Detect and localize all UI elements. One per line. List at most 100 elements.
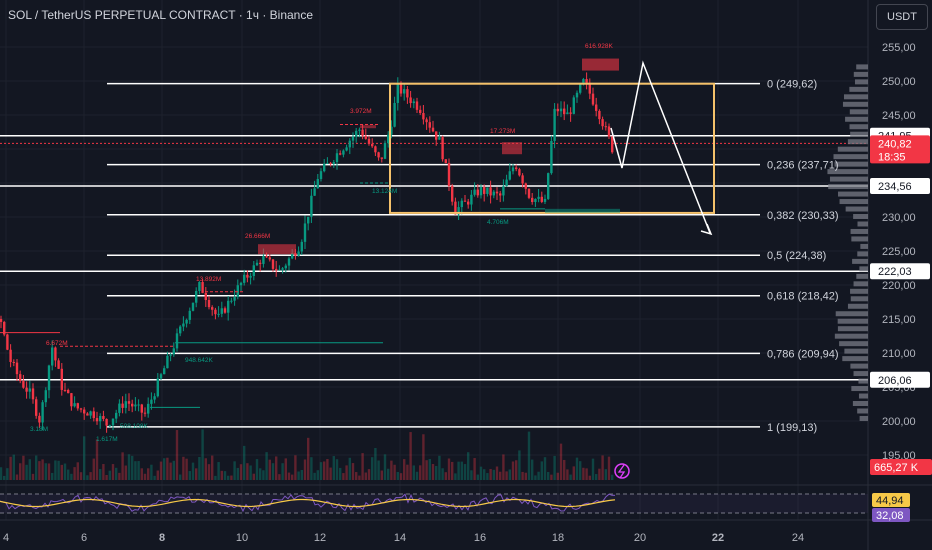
volume-bar: [479, 466, 483, 480]
volume-bar: [41, 459, 44, 480]
volume-bar: [495, 466, 499, 480]
volume-profile-bar: [854, 79, 868, 85]
volume-bar: [307, 437, 310, 480]
candle-body: [563, 108, 566, 115]
volume-profile-bar: [850, 228, 868, 234]
volume-bar: [0, 467, 3, 480]
candle-body: [524, 183, 527, 189]
candle-body: [246, 274, 249, 278]
volume-bar: [377, 460, 380, 480]
volume-bar: [31, 473, 35, 480]
candle-body: [505, 179, 508, 187]
volume-bar: [524, 472, 527, 480]
volume-bar: [425, 460, 428, 480]
volume-bar: [371, 457, 374, 480]
volume-bar: [540, 461, 543, 480]
volume-bar: [505, 471, 508, 480]
volume-bar: [323, 461, 326, 480]
candle-body: [585, 79, 588, 83]
volume-bar: [486, 473, 489, 480]
fib-level-label: 0 (249,62): [767, 79, 817, 91]
volume-label-text: 665,27 K: [874, 462, 919, 474]
volume-bar: [249, 465, 252, 480]
volume-bar: [591, 458, 595, 480]
volume-bar: [310, 457, 313, 480]
volume-profile-bar: [843, 94, 868, 100]
volume-bar: [444, 472, 447, 480]
volume-profile-bar: [856, 273, 868, 279]
volume-bar: [159, 461, 163, 480]
candle-body: [502, 186, 505, 196]
volume-bar: [342, 473, 345, 480]
volume-bar: [297, 471, 300, 480]
candle-body: [6, 334, 9, 350]
price-tick-label: 220,00: [882, 280, 916, 292]
volume-profile-bar: [853, 281, 868, 287]
candle-body: [201, 282, 204, 293]
time-tick-label: 12: [314, 532, 326, 544]
volume-bar: [607, 456, 611, 480]
price-label-countdown: 18:35: [878, 151, 906, 163]
price-label-box: [870, 371, 930, 388]
volume-bar: [105, 474, 108, 480]
candle-body: [35, 399, 38, 416]
consolidation-box: [389, 82, 715, 214]
fib-level-label: 0,786 (209,94): [767, 348, 839, 360]
candle-body: [303, 223, 307, 242]
candle-body: [566, 112, 569, 115]
candle-body: [310, 195, 313, 217]
currency-button[interactable]: USDT: [876, 4, 928, 30]
candle-body: [89, 411, 92, 416]
candle-body: [207, 300, 211, 308]
volume-annotation: 3.18M: [30, 426, 48, 433]
volume-bar: [47, 463, 51, 480]
candle-body: [73, 403, 76, 407]
price-label-text: 234,56: [878, 181, 912, 193]
rsi-ma-line: [0, 498, 616, 508]
volume-bar: [543, 457, 547, 480]
candle-body: [28, 388, 31, 392]
candle-body: [470, 194, 473, 205]
candle-body: [243, 274, 246, 283]
candle-body: [150, 399, 153, 404]
candle-body: [521, 175, 524, 184]
candle-body: [537, 196, 540, 199]
volume-bar: [63, 463, 67, 480]
candle-body: [540, 196, 543, 202]
candle-body: [217, 313, 220, 315]
candle-body: [463, 200, 467, 202]
volume-bar: [70, 473, 73, 480]
candle-body: [195, 290, 198, 303]
volume-bar: [239, 464, 243, 480]
candle-body: [233, 297, 236, 301]
candle-body: [367, 138, 371, 144]
volume-bar: [575, 457, 579, 480]
candle-body: [515, 167, 518, 170]
volume-bar: [246, 463, 249, 480]
volume-profile-bar: [852, 258, 868, 264]
volume-profile-bar: [849, 86, 868, 92]
volume-bar: [457, 461, 460, 480]
volume-bar: [367, 469, 371, 480]
candle-body: [319, 171, 323, 180]
candle-body: [198, 282, 201, 291]
volume-bar: [83, 436, 86, 480]
candle-body: [22, 381, 25, 388]
volume-bar: [89, 472, 92, 480]
price-tick-label: 250,00: [882, 76, 916, 88]
candle-body: [559, 108, 563, 112]
liquidity-zone: [258, 244, 296, 255]
price-tick-label: 230,00: [882, 212, 916, 224]
volume-bar: [348, 457, 351, 480]
price-tick-label: 225,00: [882, 246, 916, 258]
volume-profile-bar: [856, 64, 868, 70]
volume-profile-bar: [837, 146, 868, 152]
volume-bar: [163, 458, 166, 480]
volume-bar: [553, 455, 556, 480]
fib-level-label: 0,618 (218,42): [767, 291, 839, 303]
candle-body: [598, 110, 601, 120]
rsi-line: [0, 493, 616, 513]
candle-body: [156, 378, 159, 397]
candle-body: [323, 163, 326, 172]
